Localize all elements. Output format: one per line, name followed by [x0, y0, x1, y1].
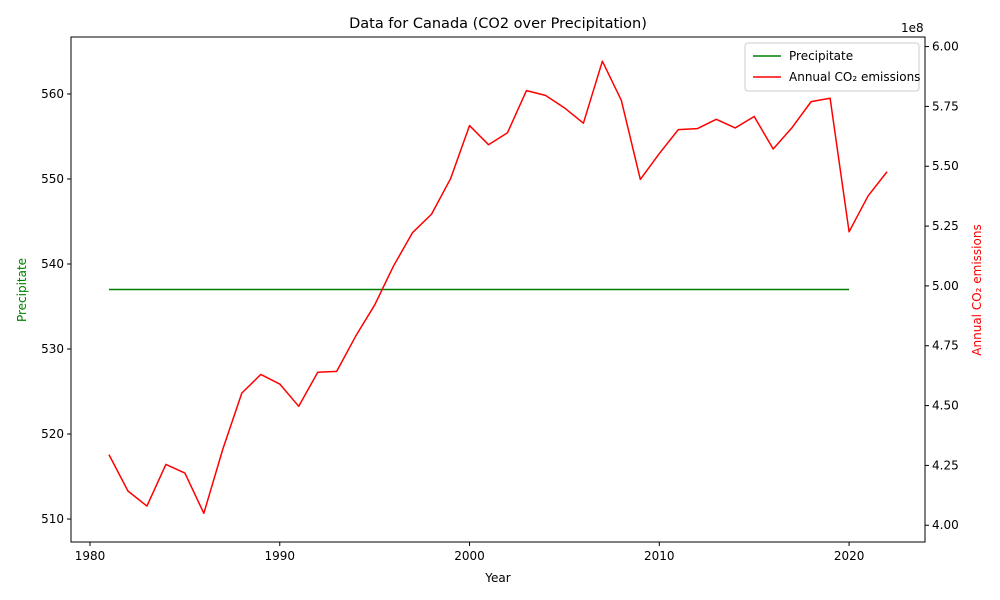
x-tick-label: 1980 — [75, 549, 106, 563]
left-tick-label: 510 — [41, 512, 64, 526]
right-axis-label: Annual CO₂ emissions — [970, 224, 984, 355]
legend-label-co2: Annual CO₂ emissions — [789, 70, 920, 84]
x-axis-label: Year — [484, 571, 510, 585]
chart-title: Data for Canada (CO2 over Precipitation) — [349, 16, 647, 32]
left-tick-label: 560 — [41, 87, 64, 101]
legend-label-precipitate: Precipitate — [789, 49, 853, 63]
x-tick-label: 1990 — [264, 549, 295, 563]
left-tick-label: 550 — [41, 172, 64, 186]
x-tick-label: 2010 — [644, 549, 675, 563]
right-tick-label: 5.00 — [932, 279, 959, 293]
right-y-axis: 4.00 4.25 4.50 4.75 5.00 5.25 5.50 5.75 6.00 — [925, 40, 959, 532]
right-tick-label: 4.25 — [932, 458, 959, 472]
right-tick-label: 6.00 — [932, 40, 959, 54]
right-axis-offset-label: 1e8 — [901, 21, 924, 35]
x-axis: 1980 1990 2000 2010 2020 — [75, 542, 865, 563]
left-axis-label: Precipitate — [15, 258, 29, 322]
plot-frame — [70, 36, 926, 543]
legend-box — [744, 42, 920, 92]
series-layer — [108, 60, 888, 515]
right-tick-label: 4.50 — [932, 399, 959, 413]
left-y-axis: 510 520 530 540 550 560 — [41, 87, 71, 526]
co2-emissions-series-line — [108, 60, 888, 515]
x-tick-label: 2000 — [454, 549, 485, 563]
right-tick-label: 4.00 — [932, 518, 959, 532]
right-tick-label: 5.75 — [932, 99, 959, 113]
left-tick-label: 520 — [41, 427, 64, 441]
right-tick-label: 5.25 — [932, 219, 959, 233]
x-tick-label: 2020 — [834, 549, 865, 563]
left-tick-label: 540 — [41, 257, 64, 271]
right-tick-label: 4.75 — [932, 339, 959, 353]
left-tick-label: 530 — [41, 342, 64, 356]
right-tick-label: 5.50 — [932, 159, 959, 173]
legend: Precipitate Annual CO₂ emissions — [744, 42, 920, 92]
